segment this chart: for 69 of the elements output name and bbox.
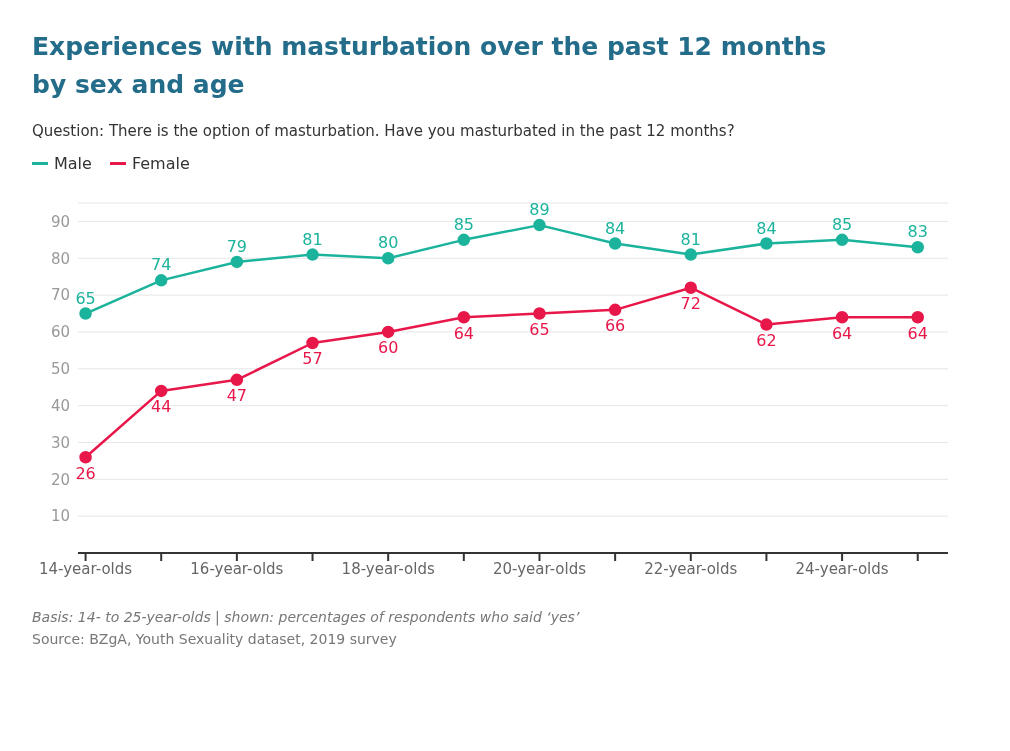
data-label: 79 xyxy=(226,236,248,256)
data-label: 81 xyxy=(302,229,323,249)
legend-label: Male xyxy=(53,154,92,173)
y-tick-label: 20 xyxy=(50,470,70,489)
point xyxy=(760,318,773,331)
point xyxy=(760,237,773,250)
point xyxy=(79,307,92,320)
chart-subtitle: Question: There is the option of masturbation. Have you masturbated in the past 12 months? xyxy=(32,122,736,140)
data-label: 85 xyxy=(831,214,853,234)
y-tick-label: 80 xyxy=(50,249,70,268)
data-label: 66 xyxy=(604,316,626,336)
data-label: 74 xyxy=(151,255,172,275)
data-label: 83 xyxy=(907,222,928,242)
chart-title: Experiences with masturbation over the past 12 months by sex and age xyxy=(32,31,828,101)
data-label: 85 xyxy=(453,214,475,234)
point xyxy=(835,310,849,324)
data-label: 80 xyxy=(377,233,399,253)
point xyxy=(533,307,546,320)
legend-label: Female xyxy=(130,154,190,173)
y-tick-label: 50 xyxy=(50,360,70,379)
data-label: 26 xyxy=(75,463,96,483)
data-label: 81 xyxy=(680,229,701,249)
data-label: 65 xyxy=(529,319,550,339)
point xyxy=(684,248,698,261)
y-tick-label: 10 xyxy=(50,507,70,526)
point xyxy=(457,233,471,247)
x-tick-label: 22-year-olds xyxy=(644,559,738,578)
data-label: 89 xyxy=(529,200,550,220)
x-tick-label: 24-year-olds xyxy=(795,559,889,578)
data-label: 57 xyxy=(302,349,323,369)
data-label: 44 xyxy=(151,397,172,417)
data-label: 62 xyxy=(756,330,777,350)
data-label: 64 xyxy=(831,323,853,343)
data-label: 65 xyxy=(75,288,96,308)
point xyxy=(911,310,924,324)
point xyxy=(306,248,319,261)
point xyxy=(684,281,698,294)
point xyxy=(457,310,471,324)
point xyxy=(835,233,849,247)
y-tick-label: 40 xyxy=(50,396,70,415)
point xyxy=(154,274,168,287)
y-tick-label: 70 xyxy=(50,286,70,305)
point xyxy=(911,240,924,254)
point xyxy=(230,255,244,269)
data-label: 64 xyxy=(907,323,928,343)
data-label: 47 xyxy=(226,386,248,406)
point xyxy=(79,450,92,464)
point xyxy=(608,303,622,317)
point xyxy=(306,336,319,350)
x-tick-label: 20-year-olds xyxy=(492,559,587,578)
data-label: 64 xyxy=(453,323,475,343)
x-tick-label: 14-year-olds xyxy=(39,559,133,578)
text: Basis: 14- to 25-year-olds | shown: percentages of respondents who said ‘yes’ xyxy=(32,609,581,625)
x-tick-label: 18-year-olds xyxy=(341,559,435,578)
point xyxy=(533,218,546,232)
point xyxy=(608,237,622,250)
data-label: 60 xyxy=(377,338,399,358)
point xyxy=(381,325,395,339)
y-tick-label: 60 xyxy=(50,323,70,342)
y-tick-label: 30 xyxy=(50,433,70,452)
point xyxy=(381,252,395,265)
y-tick-label: 90 xyxy=(50,212,70,231)
point xyxy=(154,384,168,398)
data-label: 84 xyxy=(604,218,626,238)
x-tick-label: 16-year-olds xyxy=(190,559,284,578)
source-note: Source: BZgA, Youth Sexuality dataset, 2019 survey xyxy=(32,631,398,647)
data-label: 84 xyxy=(756,218,777,238)
data-label: 72 xyxy=(680,294,701,314)
point xyxy=(230,373,244,387)
